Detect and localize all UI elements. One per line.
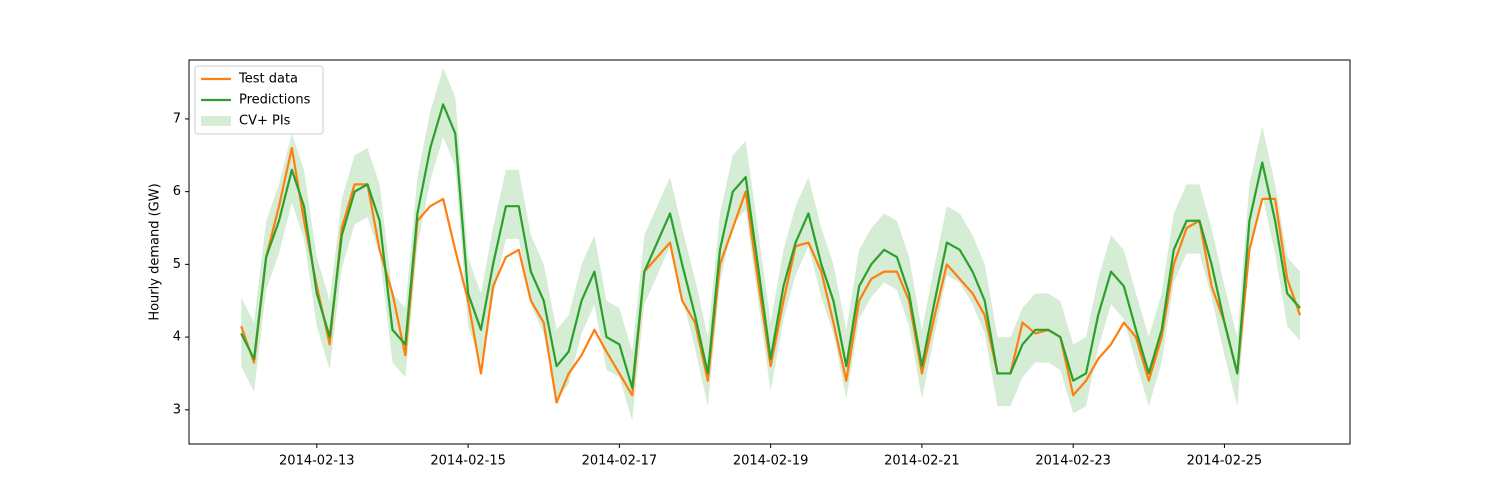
y-tick-label: 3 xyxy=(173,402,181,417)
x-tick-label: 2014-02-19 xyxy=(733,454,809,469)
series-line xyxy=(240,103,1301,390)
legend-label: Predictions xyxy=(239,93,311,108)
legend-box xyxy=(194,65,324,135)
y-tick-label: 7 xyxy=(173,111,181,126)
y-tick-label: 4 xyxy=(173,330,181,345)
legend-swatch xyxy=(201,116,231,126)
prediction-interval xyxy=(241,68,1301,421)
x-tick-label: 2014-02-17 xyxy=(582,454,658,469)
y-tick-label: 6 xyxy=(173,184,181,199)
y-tick-label: 5 xyxy=(173,257,181,272)
legend-label: Test data xyxy=(238,72,298,87)
legend-label: CV+ PIs xyxy=(239,114,291,129)
y-axis-label: Hourly demand (GW) xyxy=(148,183,163,320)
x-tick-label: 2014-02-13 xyxy=(279,454,355,469)
x-tick-label: 2014-02-21 xyxy=(884,454,960,469)
plot-frame xyxy=(188,59,1351,445)
x-tick-label: 2014-02-15 xyxy=(430,454,506,469)
x-tick-label: 2014-02-25 xyxy=(1187,454,1263,469)
x-tick-label: 2014-02-23 xyxy=(1035,454,1111,469)
